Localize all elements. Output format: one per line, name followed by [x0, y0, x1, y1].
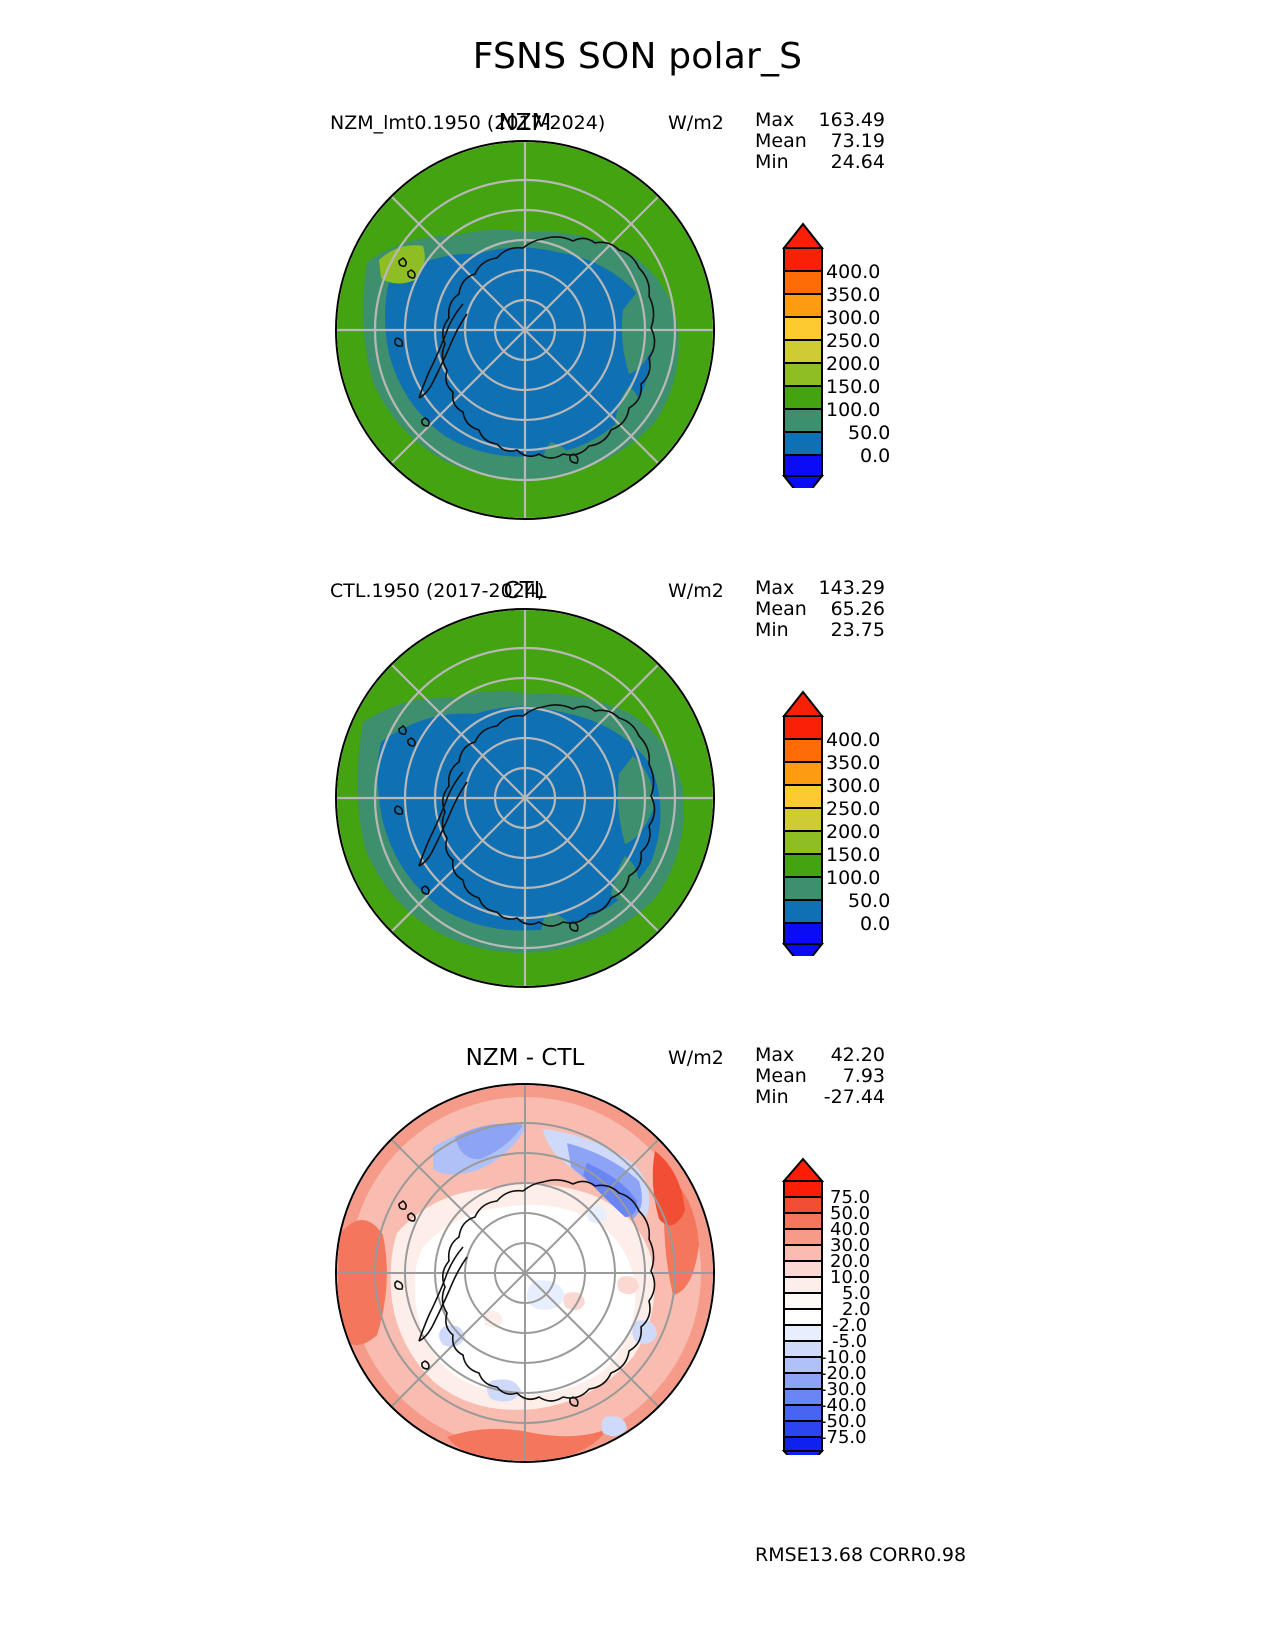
cbar-tick: 400.0	[826, 729, 881, 751]
cbar-tick: 100.0	[826, 867, 881, 889]
center-label-diff: NZM - CTL	[465, 1045, 585, 1071]
cbar-tick: -5.0	[832, 1331, 868, 1352]
panel-diff: NZM - CTL W/m2 Max 42.20 Mean 7.93 Min -27.…	[0, 1045, 1275, 1605]
panel-header-nzm: NZM_lmt0.1950 (2017-2024) NZM W/m2	[0, 110, 1275, 144]
cbar-tick: 50.0	[848, 422, 891, 444]
stat-key: Min	[755, 151, 789, 173]
stats-block-nzm: Max 163.49 Mean 73.19 Min 24.64	[755, 110, 885, 173]
stat-value: 42.20	[830, 1044, 885, 1066]
stat-value: 7.93	[842, 1065, 885, 1087]
case-label-nzm: NZM_lmt0.1950 (2017-2024)	[330, 112, 606, 134]
stats-block-ctl: Max 143.29 Mean 65.26 Min 23.75	[755, 578, 885, 641]
stat-value: 163.49	[818, 109, 885, 131]
cbar-tick: -2.0	[832, 1315, 868, 1336]
cbar-tick: 250.0	[826, 798, 881, 820]
cbar-tick: 50.0	[830, 1203, 871, 1224]
units-label-diff: W/m2	[668, 1047, 724, 1069]
cbar-tick: 300.0	[826, 775, 881, 797]
polar-map-diff	[335, 1083, 715, 1463]
stat-key: CORR	[869, 1544, 924, 1566]
globe-disc-ctl	[335, 608, 715, 988]
cbar-tick: 100.0	[826, 399, 881, 421]
cbar-tick: 5.0	[842, 1283, 871, 1304]
cbar-tick: 300.0	[826, 307, 881, 329]
cbar-tick: 0.0	[860, 445, 891, 467]
cbar-tick: -30.0	[820, 1379, 867, 1400]
colorbar-ctl: 400.0 350.0 300.0 250.0 200.0 150.0 100.…	[780, 686, 890, 956]
stat-key: Mean	[755, 1065, 807, 1087]
stat-key: Mean	[755, 130, 807, 152]
cbar-tick: 150.0	[826, 376, 881, 398]
cbar-tick: 200.0	[826, 821, 881, 843]
footer-stats-diff: RMSE13.68 CORR0.98	[755, 1545, 966, 1566]
cbar-tick: 75.0	[830, 1187, 871, 1208]
cbar-tick: 150.0	[826, 844, 881, 866]
units-label-nzm: W/m2	[668, 112, 724, 134]
cbar-tick: 400.0	[826, 261, 881, 283]
stat-value: 65.26	[830, 598, 885, 620]
cbar-tick: 350.0	[826, 752, 881, 774]
cbar-tick: 40.0	[830, 1219, 871, 1240]
map-canvas-nzm	[337, 142, 713, 518]
stat-value: 143.29	[818, 577, 885, 599]
cbar-tick: 50.0	[848, 890, 891, 912]
center-label-nzm: NZM	[498, 110, 552, 136]
stat-key: RMSE	[755, 1544, 809, 1566]
globe-disc-nzm	[335, 140, 715, 520]
cbar-tick: 20.0	[830, 1251, 871, 1272]
cbar-tick: 250.0	[826, 330, 881, 352]
cbar-tick: 350.0	[826, 284, 881, 306]
cbar-tick: -10.0	[820, 1347, 867, 1368]
cbar-tick: 30.0	[830, 1235, 871, 1256]
colorbar-gradient-diff	[781, 1157, 825, 1455]
cbar-tick: 2.0	[842, 1299, 871, 1320]
cbar-tick: 10.0	[830, 1267, 871, 1288]
cbar-tick: 200.0	[826, 353, 881, 375]
stats-block-diff: Max 42.20 Mean 7.93 Min -27.44	[755, 1045, 885, 1108]
cbar-tick: 0.0	[860, 913, 891, 935]
stat-key: Mean	[755, 598, 807, 620]
stat-key: Min	[755, 1086, 789, 1108]
stat-value: 0.98	[923, 1544, 967, 1566]
map-canvas-diff	[337, 1085, 713, 1461]
stat-value: 13.68	[808, 1544, 864, 1566]
stat-value: 73.19	[830, 130, 885, 152]
cbar-tick: -40.0	[820, 1395, 867, 1416]
case-label-ctl: CTL.1950 (2017-2024)	[330, 580, 545, 602]
panel-header-diff: NZM - CTL W/m2	[0, 1045, 1275, 1079]
panel-header-ctl: CTL.1950 (2017-2024) CTL W/m2	[0, 578, 1275, 612]
colorbar-gradient-ctl	[781, 690, 825, 956]
stat-key: Max	[755, 577, 795, 599]
panel-ctl: CTL.1950 (2017-2024) CTL W/m2 Max 143.29 …	[0, 578, 1275, 1028]
cbar-tick: -50.0	[820, 1411, 867, 1432]
panel-nzm: NZM_lmt0.1950 (2017-2024) NZM W/m2 Max 16…	[0, 110, 1275, 560]
colorbar-diff: 75.0 50.0 40.0 30.0 20.0 10.0 5.0 2.0 -2…	[780, 1155, 871, 1455]
map-canvas-ctl	[337, 610, 713, 986]
center-label-ctl: CTL	[503, 578, 547, 604]
stat-value: 24.64	[830, 151, 885, 173]
stat-value: 23.75	[830, 619, 885, 641]
cbar-tick: -75.0	[820, 1427, 867, 1448]
stat-key: Min	[755, 619, 789, 641]
polar-map-ctl	[335, 608, 715, 988]
colorbar-gradient-nzm	[781, 222, 825, 488]
cbar-tick: -20.0	[820, 1363, 867, 1384]
stat-value: -27.44	[823, 1086, 885, 1108]
stat-key: Max	[755, 1044, 795, 1066]
stat-key: Max	[755, 109, 795, 131]
polar-map-nzm	[335, 140, 715, 520]
globe-disc-diff	[335, 1083, 715, 1463]
units-label-ctl: W/m2	[668, 580, 724, 602]
colorbar-nzm: 400.0 350.0 300.0 250.0 200.0 150.0 100.…	[780, 218, 890, 488]
figure-title: FSNS SON polar_S	[472, 36, 803, 77]
